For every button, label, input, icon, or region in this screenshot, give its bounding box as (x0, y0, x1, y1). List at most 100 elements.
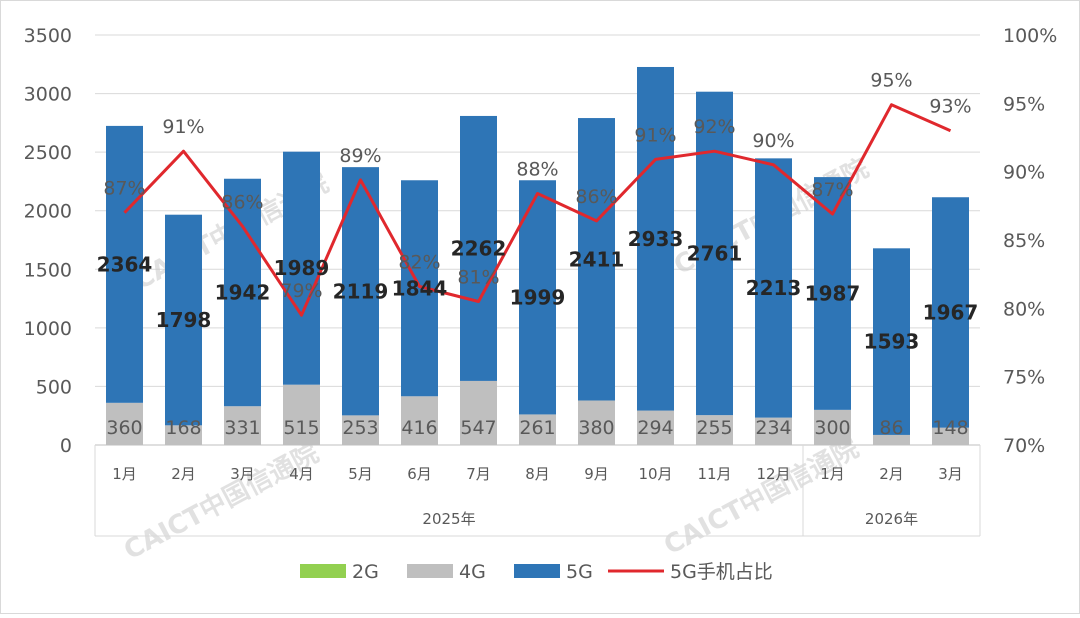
x-tick-label: 2月 (879, 465, 904, 483)
y-right-tick-label: 95% (1003, 93, 1045, 115)
y-left-tick-label: 3500 (24, 25, 72, 47)
x-tick-label: 8月 (525, 465, 550, 483)
label-5g: 1989 (274, 256, 330, 280)
x-group-label: 2026年 (865, 510, 918, 528)
legend-swatch (300, 564, 346, 578)
bar-4g (165, 425, 202, 445)
label-5g-share: 86% (221, 191, 263, 213)
x-tick-label: 1月 (112, 465, 137, 483)
bar-4g (873, 434, 910, 445)
bar-5g (283, 151, 320, 385)
x-tick-label: 7月 (466, 465, 491, 483)
bar-4g (755, 417, 792, 445)
bar-5g (519, 180, 556, 415)
y-right-tick-label: 90% (1003, 162, 1045, 184)
bar-4g (637, 410, 674, 445)
y-left-tick-label: 2000 (24, 201, 72, 223)
label-5g: 1942 (215, 280, 271, 304)
label-4g: 515 (283, 417, 319, 439)
x-tick-label: 1月 (820, 465, 845, 483)
y-left-tick-label: 1500 (24, 259, 72, 281)
label-5g-share: 86% (575, 186, 617, 208)
legend-label: 4G (459, 561, 486, 583)
bar-4g (342, 415, 379, 445)
bar-4g (932, 427, 969, 445)
bar-5g (224, 178, 261, 407)
data-labels: 360 2364 87% 168 1798 91% 331 1942 86% 515 198979%… (97, 70, 979, 439)
label-5g: 2119 (333, 279, 389, 303)
legend-swatch (514, 564, 560, 578)
bar-4g (106, 402, 143, 445)
label-5g: 1999 (510, 285, 566, 309)
label-5g: 2213 (746, 276, 802, 300)
y-left-tick-label: 2500 (24, 142, 72, 164)
legend-label: 5G (566, 561, 593, 583)
label-5g-share: 89% (339, 145, 381, 167)
x-tick-label: 3月 (230, 465, 255, 483)
label-5g-share: 87% (103, 178, 145, 200)
bar-5g (460, 115, 497, 381)
bar-4g (696, 415, 733, 445)
label-4g: 380 (578, 417, 614, 439)
label-4g: 148 (932, 417, 968, 439)
label-5g-share: 92% (693, 116, 735, 138)
bar-5g (814, 177, 851, 410)
y-right-tick-label: 80% (1003, 298, 1045, 320)
label-4g: 416 (401, 417, 437, 439)
label-4g: 331 (224, 417, 260, 439)
label-5g: 1844 (392, 276, 448, 300)
label-5g-share: 93% (929, 96, 971, 118)
line-5g-share (123, 103, 952, 317)
y-left-tick-label: 500 (36, 376, 72, 398)
label-4g: 300 (814, 417, 850, 439)
label-4g: 255 (696, 417, 732, 439)
bar-4g (401, 396, 438, 445)
label-5g: 1987 (805, 281, 861, 305)
bar-4g (519, 414, 556, 445)
bar-5g (165, 214, 202, 426)
x-tick-label: 5月 (348, 465, 373, 483)
legend-swatch (407, 564, 453, 578)
bars (106, 66, 969, 445)
label-5g-share: 88% (516, 159, 558, 181)
axes: 0 500 1000 1500 2000 2500 3000 3500 70% 75% 80% 85%… (24, 25, 1057, 537)
x-tick-label: 4月 (289, 465, 314, 483)
x-tick-label: 12月 (756, 465, 790, 483)
label-5g-share: 95% (870, 70, 912, 92)
label-5g-share: 91% (162, 116, 204, 138)
legend-label: 5G手机占比 (670, 561, 773, 583)
label-5g-share: 81% (457, 267, 499, 289)
label-5g: 2761 (687, 241, 743, 265)
line-series (123, 103, 952, 317)
label-4g: 261 (519, 417, 555, 439)
bar-5g (696, 91, 733, 416)
x-tick-label: 6月 (407, 465, 432, 483)
x-tick-label: 2月 (171, 465, 196, 483)
bar-4g (283, 384, 320, 445)
y-left-tick-label: 1000 (24, 318, 72, 340)
bar-5g (755, 158, 792, 418)
bar-5g (932, 197, 969, 428)
y-right-tick-label: 70% (1003, 435, 1045, 457)
bar-5g (873, 248, 910, 435)
bar-4g (578, 400, 615, 445)
label-4g: 168 (165, 417, 201, 439)
label-4g: 253 (342, 417, 378, 439)
x-tick-label: 9月 (584, 465, 609, 483)
bar-5g (106, 125, 143, 403)
bar-5g (637, 66, 674, 411)
y-right-tick-label: 100% (1003, 25, 1057, 47)
label-4g: 360 (106, 417, 142, 439)
label-5g-share: 90% (752, 130, 794, 152)
bar-4g (460, 380, 497, 445)
y-left-tick-label: 3000 (24, 84, 72, 106)
label-4g: 547 (460, 417, 496, 439)
label-5g-share: 87% (811, 179, 853, 201)
y-right-tick-label: 85% (1003, 230, 1045, 252)
label-5g: 2364 (97, 252, 153, 276)
legend: 2G 4G 5G 5G手机占比 (300, 561, 773, 583)
label-5g: 2411 (569, 247, 625, 271)
label-5g-share: 91% (634, 124, 676, 146)
